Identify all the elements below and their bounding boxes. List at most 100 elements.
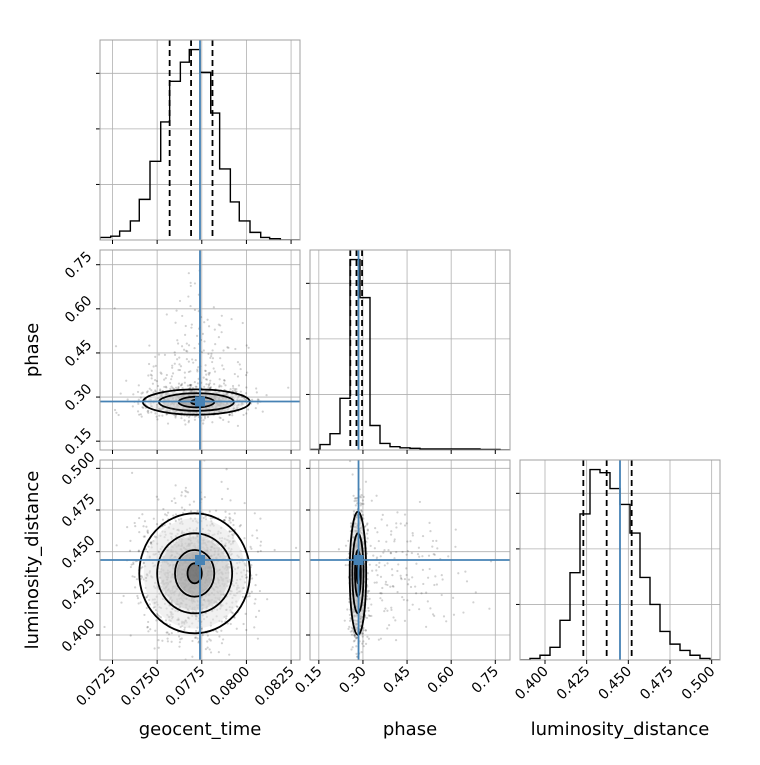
sample-point bbox=[399, 522, 402, 525]
sample-point bbox=[189, 370, 192, 373]
sample-point bbox=[189, 281, 192, 284]
x-axis-label-geocent_time: geocent_time bbox=[139, 719, 262, 740]
sample-point bbox=[174, 321, 177, 324]
sample-point bbox=[231, 612, 234, 615]
sample-point bbox=[223, 379, 226, 382]
sample-point bbox=[273, 548, 276, 552]
sample-point bbox=[251, 398, 254, 402]
sample-point bbox=[200, 627, 204, 630]
sample-point bbox=[386, 609, 389, 612]
sample-point bbox=[155, 380, 159, 383]
sample-point bbox=[179, 384, 183, 387]
histogram-phase bbox=[310, 258, 510, 450]
sample-point bbox=[219, 324, 222, 327]
sample-point bbox=[143, 520, 147, 523]
sample-point bbox=[374, 526, 377, 530]
sample-point bbox=[389, 552, 393, 555]
sample-point bbox=[224, 384, 227, 387]
sample-point bbox=[233, 389, 237, 393]
sample-point bbox=[472, 601, 475, 604]
sample-point bbox=[364, 524, 367, 528]
sample-point bbox=[370, 614, 373, 618]
sample-point bbox=[421, 568, 424, 571]
sample-point bbox=[188, 666, 190, 668]
sample-point bbox=[243, 501, 246, 505]
sample-point bbox=[259, 517, 262, 520]
sample-point bbox=[366, 529, 369, 532]
sample-point bbox=[165, 386, 168, 389]
sample-point bbox=[136, 410, 140, 413]
sample-point bbox=[192, 500, 196, 503]
sample-point bbox=[164, 619, 168, 622]
sample-point bbox=[177, 635, 181, 638]
sample-point bbox=[379, 597, 382, 600]
sample-point bbox=[206, 646, 209, 649]
sample-point bbox=[137, 402, 140, 405]
sample-point bbox=[163, 523, 166, 527]
sample-point bbox=[194, 636, 198, 639]
sample-point bbox=[187, 344, 191, 347]
sample-point bbox=[360, 651, 363, 654]
sample-point bbox=[202, 349, 205, 352]
y-tick-label-luminosity_distance: 0.475 bbox=[59, 491, 99, 531]
sample-point bbox=[246, 371, 249, 374]
truth-marker bbox=[353, 555, 364, 565]
sample-point bbox=[148, 598, 151, 602]
sample-point bbox=[220, 480, 223, 483]
sample-point bbox=[403, 513, 407, 516]
sample-point bbox=[179, 365, 183, 368]
sample-point bbox=[156, 418, 159, 421]
sample-point bbox=[247, 346, 250, 349]
sample-point bbox=[434, 575, 437, 578]
sample-point bbox=[213, 383, 216, 386]
sample-point bbox=[180, 345, 184, 348]
sample-point bbox=[190, 323, 193, 326]
sample-point bbox=[435, 539, 438, 543]
sample-point bbox=[351, 646, 354, 649]
sample-point bbox=[171, 372, 175, 375]
x-tick-label-phase: 0.75 bbox=[469, 664, 502, 697]
sample-point bbox=[176, 339, 179, 342]
sample-point bbox=[188, 503, 191, 506]
sample-point bbox=[387, 549, 390, 552]
sample-point bbox=[194, 385, 197, 388]
sample-point bbox=[354, 635, 357, 639]
sample-point bbox=[266, 598, 269, 601]
sample-point bbox=[147, 411, 150, 414]
sample-point bbox=[377, 565, 381, 569]
sample-point bbox=[393, 538, 396, 541]
sample-point bbox=[146, 530, 149, 533]
sample-point bbox=[167, 511, 170, 514]
sample-point bbox=[207, 386, 210, 389]
sample-point bbox=[216, 630, 219, 634]
sample-point bbox=[393, 540, 396, 543]
sample-point bbox=[350, 648, 353, 651]
sample-point bbox=[433, 583, 436, 587]
sample-point bbox=[366, 572, 370, 575]
sample-point bbox=[245, 373, 248, 377]
sample-point bbox=[161, 639, 164, 642]
sample-point bbox=[146, 531, 150, 535]
sample-point bbox=[183, 628, 186, 631]
sample-point bbox=[206, 634, 209, 637]
sample-point bbox=[203, 385, 206, 388]
sample-point bbox=[189, 510, 193, 513]
sample-point bbox=[174, 386, 178, 389]
sample-point bbox=[353, 639, 356, 642]
sample-point bbox=[146, 626, 149, 629]
sample-point bbox=[402, 598, 405, 601]
sample-point bbox=[361, 632, 364, 635]
sample-point bbox=[157, 646, 160, 649]
sample-point bbox=[209, 379, 212, 382]
sample-point bbox=[189, 383, 192, 386]
sample-point bbox=[349, 522, 353, 525]
x-tick-label-phase: 0.60 bbox=[425, 664, 458, 697]
panel-hist-geocent_time bbox=[100, 40, 300, 240]
sample-point bbox=[224, 510, 227, 513]
sample-point bbox=[234, 347, 237, 351]
sample-point bbox=[352, 640, 356, 643]
sample-point bbox=[376, 531, 379, 534]
sample-point bbox=[403, 619, 407, 623]
sample-point bbox=[241, 321, 244, 325]
